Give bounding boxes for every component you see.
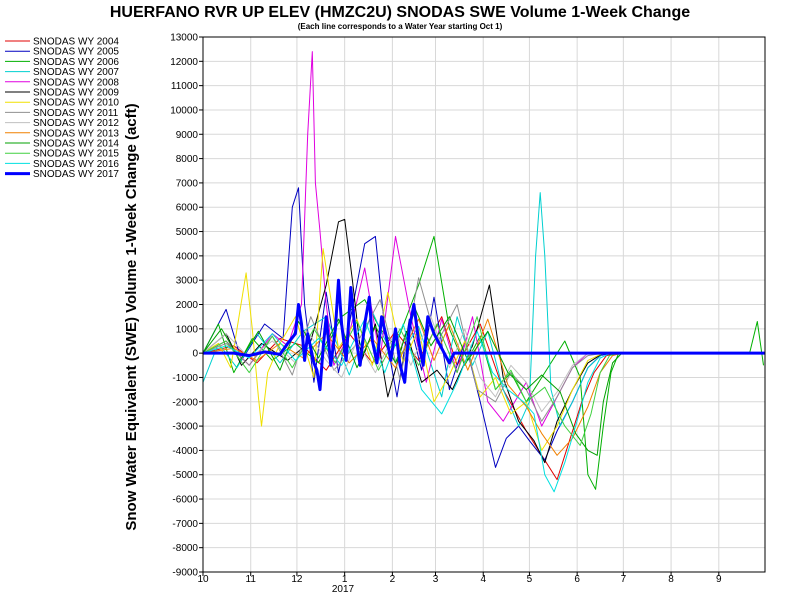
x-tick-label: 2 (390, 574, 396, 585)
series-line-3 (202, 192, 765, 427)
legend-label: SNODAS WY 2013 (33, 128, 119, 139)
x-tick-label: 10 (197, 574, 209, 585)
series-line-10 (202, 308, 765, 456)
y-tick-label: -3000 (172, 422, 198, 433)
legend-label: SNODAS WY 2014 (33, 139, 119, 150)
x-tick-label: 8 (668, 574, 674, 585)
x-tick-label: 12 (291, 574, 303, 585)
x-tick-label: 4 (480, 574, 486, 585)
y-tick-label: -5000 (172, 470, 198, 481)
chart-subtitle: (Each line corresponds to a Water Year s… (298, 22, 503, 31)
legend-label: SNODAS WY 2005 (33, 47, 119, 58)
legend-label: SNODAS WY 2012 (33, 118, 119, 129)
legend-label: SNODAS WY 2016 (33, 159, 119, 170)
y-tick-label: 10000 (170, 105, 198, 116)
y-tick-label: -9000 (172, 568, 198, 579)
chart-title: HUERFANO RVR UP ELEV (HMZC2U) SNODAS SWE… (110, 4, 690, 21)
series-line-2 (202, 235, 764, 490)
legend-label: SNODAS WY 2006 (33, 57, 119, 68)
y-tick-label: 0 (192, 349, 198, 360)
series-line-12 (202, 318, 765, 493)
legend-label: SNODAS WY 2011 (33, 108, 119, 119)
y-tick-label: 4000 (176, 251, 199, 262)
y-tick-label: -2000 (172, 397, 198, 408)
series-line-1 (202, 187, 765, 468)
y-axis-label: Snow Water Equivalent (SWE) Volume 1-Wee… (123, 103, 140, 530)
series-line-8 (202, 316, 765, 412)
y-tick-label: 8000 (176, 154, 199, 165)
y-tick-label: -8000 (172, 543, 198, 554)
y-tick-label: 3000 (176, 276, 199, 287)
x-tick-label: 11 (246, 574, 257, 585)
y-tick-label: -4000 (172, 446, 198, 457)
legend-label: SNODAS WY 2015 (33, 149, 119, 160)
y-axis-ticks: -9000 -8000 -7000 -6000 -5000 -4000 -3000 -2000… (170, 33, 203, 579)
legend-label: SNODAS WY 2009 (33, 88, 119, 99)
legend-label: SNODAS WY 2008 (33, 77, 119, 88)
y-tick-label: 13000 (170, 33, 198, 44)
x-tick-label: 3 (433, 574, 439, 585)
y-tick-label: 5000 (176, 227, 199, 238)
series-line-7 (202, 277, 765, 422)
x-tick-label: 5 (527, 574, 533, 585)
y-tick-label: 11000 (171, 81, 199, 92)
y-tick-label: -6000 (172, 495, 198, 506)
y-tick-label: -1000 (172, 373, 198, 384)
y-tick-label: -7000 (172, 519, 198, 530)
y-tick-label: 2000 (176, 300, 199, 311)
legend-label: SNODAS WY 2017 (33, 169, 119, 180)
series-layer (202, 51, 765, 493)
series-line-6 (202, 248, 765, 451)
year-label: 2017 (332, 584, 355, 595)
x-tick-label: 9 (716, 574, 722, 585)
legend-label: SNODAS WY 2004 (33, 37, 119, 48)
series-line-13 (203, 278, 765, 392)
series-line-11 (202, 316, 765, 446)
y-tick-label: 9000 (176, 130, 199, 141)
y-tick-label: 6000 (176, 203, 199, 214)
x-tick-label: 7 (621, 574, 627, 585)
y-tick-label: 12000 (170, 57, 198, 68)
x-axis-ticks: 10 11 12 1 2 3 4 5 6 7 8 9 (197, 572, 722, 585)
x-tick-label: 6 (574, 574, 580, 585)
y-tick-label: 1000 (176, 324, 199, 335)
legend-label: SNODAS WY 2007 (33, 67, 119, 78)
x-tick-label: 1 (342, 574, 348, 585)
legend-label: SNODAS WY 2010 (33, 98, 119, 109)
y-tick-label: 7000 (176, 178, 199, 189)
